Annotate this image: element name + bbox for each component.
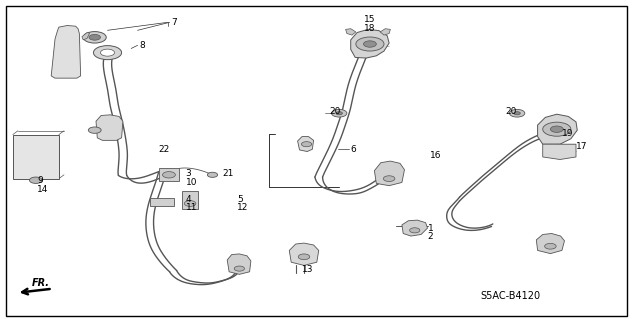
Circle shape [89, 34, 100, 40]
Circle shape [298, 254, 310, 260]
Circle shape [93, 46, 122, 60]
Polygon shape [159, 168, 179, 181]
Circle shape [545, 243, 556, 249]
Polygon shape [82, 33, 90, 40]
Text: 13: 13 [302, 265, 314, 274]
Circle shape [356, 37, 384, 51]
Text: 20: 20 [506, 107, 517, 115]
Polygon shape [96, 115, 123, 140]
Polygon shape [380, 29, 390, 35]
Text: 6: 6 [351, 145, 356, 154]
Text: 18: 18 [364, 24, 375, 33]
Polygon shape [351, 29, 389, 58]
Polygon shape [536, 234, 564, 254]
Circle shape [207, 172, 218, 177]
Text: 9: 9 [37, 176, 43, 185]
Text: 14: 14 [37, 185, 49, 194]
Text: 15: 15 [364, 15, 375, 24]
Polygon shape [298, 137, 314, 152]
Circle shape [301, 142, 312, 147]
Text: FR.: FR. [32, 278, 50, 288]
Text: 1: 1 [428, 224, 433, 233]
Circle shape [234, 266, 244, 271]
Polygon shape [289, 243, 319, 265]
Circle shape [163, 172, 175, 178]
Circle shape [88, 127, 101, 133]
Circle shape [332, 109, 347, 117]
Polygon shape [538, 114, 577, 144]
Circle shape [336, 112, 342, 115]
Text: 19: 19 [562, 130, 573, 138]
Circle shape [543, 122, 571, 136]
Circle shape [550, 126, 563, 132]
Text: 7: 7 [172, 18, 177, 27]
Circle shape [383, 176, 395, 182]
Text: 2: 2 [428, 232, 433, 241]
Circle shape [184, 201, 196, 206]
Polygon shape [402, 220, 428, 236]
Polygon shape [51, 26, 81, 78]
Text: 3: 3 [186, 169, 191, 178]
Text: 17: 17 [576, 142, 588, 151]
Text: S5AC-B4120: S5AC-B4120 [480, 291, 540, 301]
Polygon shape [227, 254, 251, 274]
Circle shape [509, 109, 525, 117]
Text: 20: 20 [330, 107, 341, 115]
Text: 11: 11 [186, 204, 197, 212]
Circle shape [29, 177, 42, 183]
Polygon shape [374, 161, 404, 186]
Polygon shape [346, 29, 356, 35]
Circle shape [100, 49, 115, 56]
Polygon shape [543, 144, 576, 160]
Polygon shape [13, 135, 59, 179]
Text: 8: 8 [140, 41, 145, 50]
Polygon shape [182, 191, 198, 209]
Circle shape [410, 228, 420, 233]
Text: 5: 5 [237, 195, 243, 204]
Circle shape [364, 41, 376, 47]
Text: 22: 22 [159, 145, 170, 154]
Text: 10: 10 [186, 178, 197, 187]
Text: 4: 4 [186, 195, 191, 204]
Text: 21: 21 [223, 169, 234, 178]
Text: 16: 16 [430, 151, 442, 160]
Circle shape [514, 112, 520, 115]
Text: 12: 12 [237, 204, 248, 212]
Polygon shape [150, 198, 174, 206]
Circle shape [83, 32, 106, 43]
